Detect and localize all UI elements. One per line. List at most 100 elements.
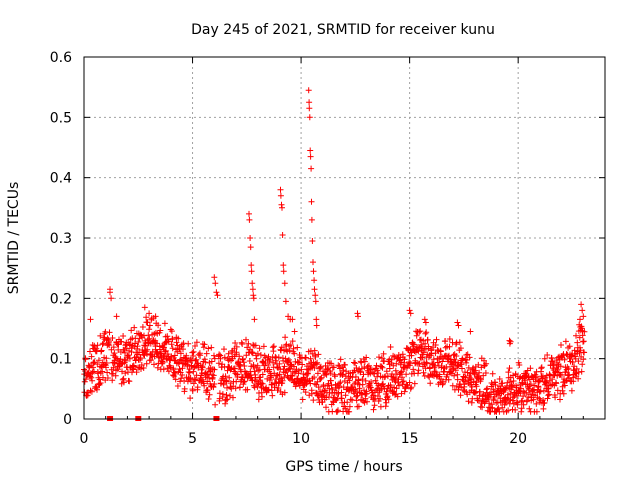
data-point <box>257 352 264 358</box>
data-point <box>191 376 198 383</box>
data-point <box>90 360 97 367</box>
data-point <box>249 350 256 357</box>
data-point <box>578 301 585 308</box>
data-point <box>327 377 334 384</box>
data-point <box>133 369 140 376</box>
data-point <box>363 354 370 361</box>
data-point <box>436 371 443 378</box>
data-point <box>199 364 206 371</box>
data-point <box>547 372 554 379</box>
data-point <box>359 376 366 383</box>
data-point <box>208 344 215 351</box>
data-point <box>452 359 459 365</box>
x-tick-label: 20 <box>509 431 527 447</box>
x-tick-labels: 0 5 10 15 20 <box>80 431 528 447</box>
data-point <box>130 363 137 370</box>
data-point <box>88 374 95 381</box>
data-point <box>259 371 266 378</box>
data-point <box>332 373 338 380</box>
data-point <box>442 344 449 351</box>
data-point <box>514 399 521 406</box>
data-point <box>527 365 534 372</box>
data-point <box>346 377 353 384</box>
x-tick-label: 5 <box>188 431 197 447</box>
data-point <box>192 343 198 349</box>
data-point <box>315 351 322 358</box>
data-point <box>299 361 306 368</box>
data-point <box>355 313 361 320</box>
data-point <box>306 114 313 121</box>
data-point <box>270 343 277 350</box>
data-point <box>146 326 153 333</box>
data-point <box>579 361 586 368</box>
data-point <box>470 378 477 385</box>
data-point <box>277 192 284 199</box>
data-point <box>352 360 359 367</box>
data-point <box>255 396 262 403</box>
data-point <box>530 396 537 403</box>
data-point <box>378 355 385 361</box>
plot-frame <box>83 56 606 420</box>
data-point <box>144 319 151 326</box>
data-point <box>446 336 453 342</box>
data-point <box>172 370 179 377</box>
data-point <box>269 392 276 399</box>
data-point <box>227 366 234 373</box>
data-point <box>416 360 423 367</box>
data-point <box>499 404 506 411</box>
data-point <box>120 333 127 339</box>
data-point <box>126 355 133 362</box>
data-point <box>212 401 219 408</box>
data-point <box>355 403 362 410</box>
data-point <box>358 359 365 366</box>
data-point <box>219 391 226 398</box>
data-point <box>520 401 527 408</box>
data-point <box>114 366 121 373</box>
data-point <box>422 330 429 337</box>
data-point <box>308 198 315 205</box>
data-point <box>111 350 118 357</box>
data-point <box>241 378 248 385</box>
data-point <box>183 352 190 359</box>
data-point <box>434 347 441 353</box>
y-tick-label: 0.3 <box>50 231 72 247</box>
data-points <box>81 87 588 415</box>
data-point <box>247 235 254 241</box>
data-point <box>312 298 319 305</box>
data-point <box>375 382 382 389</box>
data-point <box>216 390 223 397</box>
data-point <box>238 374 245 381</box>
data-point <box>314 392 321 399</box>
data-point <box>432 350 439 357</box>
y-tick-label: 0.6 <box>50 50 72 66</box>
y-tick-labels: 0 0.1 0.2 0.3 0.4 0.5 0.6 <box>50 50 72 428</box>
data-point <box>545 392 552 399</box>
data-point <box>459 365 465 372</box>
data-point <box>526 405 533 412</box>
data-point <box>307 355 314 362</box>
data-point <box>285 356 292 363</box>
data-point <box>505 407 512 414</box>
data-point <box>506 365 513 372</box>
data-point <box>401 356 408 363</box>
data-point <box>407 310 414 317</box>
data-point <box>415 348 422 355</box>
data-point <box>170 366 177 373</box>
data-point <box>205 396 212 402</box>
data-point <box>87 373 94 380</box>
data-point <box>276 360 283 367</box>
data-point <box>252 342 259 349</box>
data-point <box>249 349 256 356</box>
data-point <box>161 320 168 327</box>
data-point <box>413 332 420 339</box>
data-point <box>353 365 360 371</box>
data-point <box>126 341 133 348</box>
data-point <box>327 370 334 377</box>
data-point <box>154 364 161 371</box>
data-point <box>177 350 184 357</box>
data-point <box>463 357 470 363</box>
data-point <box>157 327 164 334</box>
data-point <box>367 384 374 391</box>
data-point <box>406 379 413 386</box>
